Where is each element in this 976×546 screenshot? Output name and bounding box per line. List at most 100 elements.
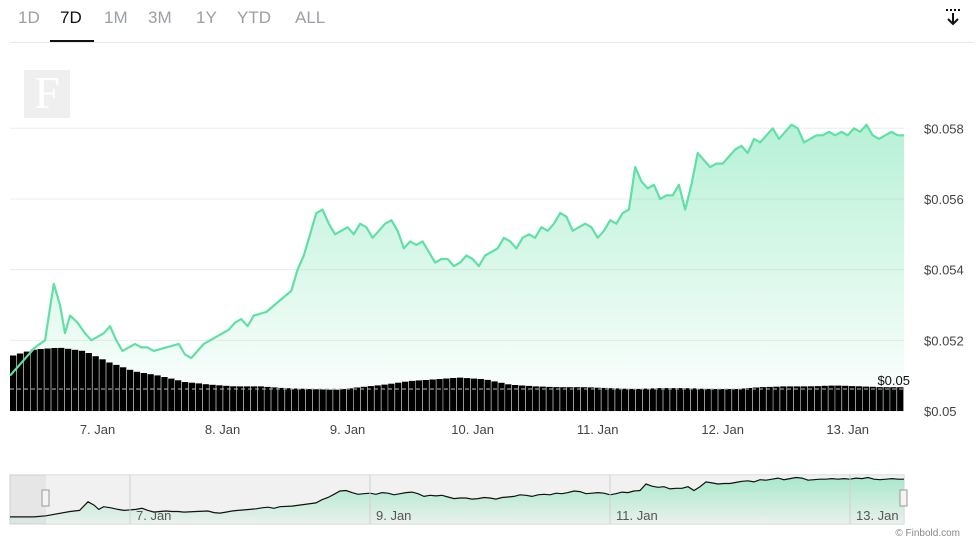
volume-bar	[677, 388, 684, 411]
volume-bar	[794, 386, 801, 411]
volume-bar	[683, 388, 691, 411]
volume-bar	[787, 386, 794, 411]
volume-bar	[890, 387, 897, 411]
volume-bar	[395, 382, 402, 411]
volume-bar	[216, 385, 223, 411]
volume-bar	[140, 373, 147, 411]
volume-bar	[271, 387, 278, 411]
volume-bar	[374, 385, 381, 411]
volume-bar	[690, 388, 698, 411]
download-icon[interactable]	[942, 6, 964, 28]
volume-bar	[883, 387, 890, 411]
volume-bar	[278, 387, 285, 411]
volume-bar	[498, 382, 505, 411]
volume-bar	[236, 386, 244, 411]
y-tick-label: $0.052	[924, 333, 964, 348]
volume-bar	[567, 387, 574, 411]
volume-bar	[773, 386, 780, 411]
tab-3m[interactable]: 3M	[148, 8, 172, 27]
volume-bar	[491, 381, 498, 411]
navigator-handle-right[interactable]	[899, 489, 908, 507]
tab-all[interactable]: ALL	[295, 8, 326, 27]
volume-bar	[292, 388, 299, 411]
navigator-tick-label: 9. Jan	[376, 508, 411, 523]
volume-bar	[532, 386, 539, 411]
logo-letter: F	[34, 67, 60, 118]
volume-bar	[553, 387, 560, 411]
volume-bar	[780, 386, 787, 411]
finbold-logo: F	[24, 67, 70, 118]
navigator-area	[10, 477, 904, 524]
volume-bar	[381, 384, 388, 411]
volume-bar	[855, 386, 863, 411]
volume-bar	[85, 353, 92, 411]
volume-bar	[51, 348, 58, 411]
volume-bar	[340, 389, 347, 411]
volume-bar	[202, 384, 209, 411]
volume-bar	[415, 380, 422, 411]
volume-bar	[697, 388, 704, 411]
volume-bar	[587, 387, 594, 411]
y-tick-label: $0.05	[924, 404, 957, 419]
source-credit: © Finbold.com	[895, 528, 960, 539]
volume-bar	[99, 359, 106, 411]
tab-1y[interactable]: 1Y	[196, 8, 217, 27]
navigator-tick-label: 13. Jan	[856, 508, 899, 523]
volume-bar	[732, 389, 739, 411]
navigator-tick-label: 7. Jan	[136, 508, 171, 523]
volume-bar	[44, 348, 51, 411]
volume-bar	[594, 387, 601, 411]
volume-bar	[842, 385, 849, 411]
x-tick-label: 12. Jan	[701, 422, 744, 437]
navigator-handle-left[interactable]	[41, 489, 50, 507]
volume-bar	[470, 378, 478, 411]
tab-7d[interactable]: 7D	[60, 8, 82, 27]
volume-bar	[209, 384, 216, 411]
volume-bar	[16, 353, 24, 411]
volume-bar	[525, 385, 533, 411]
x-tick-label: 8. Jan	[205, 422, 240, 437]
volume-bar	[477, 379, 484, 411]
volume-bar	[739, 388, 746, 411]
volume-bar	[670, 388, 677, 411]
volume-bar	[807, 386, 814, 411]
tab-1m[interactable]: 1M	[104, 8, 128, 27]
volume-bar	[745, 388, 753, 411]
volume-bar	[704, 388, 711, 411]
volume-bar	[388, 383, 395, 411]
volume-bar	[711, 389, 718, 411]
volume-bar	[821, 385, 828, 411]
price-line	[9, 123, 904, 377]
volume-bar	[635, 388, 643, 411]
volume-bar	[326, 389, 333, 411]
volume-bar	[573, 387, 581, 411]
volume-bar	[649, 388, 656, 411]
volume-bar	[181, 382, 189, 411]
tab-ytd[interactable]: YTD	[237, 8, 271, 27]
tab-1d[interactable]: 1D	[18, 8, 40, 27]
volume-bar	[154, 375, 161, 411]
volume-bar	[601, 387, 608, 411]
volume-bar	[642, 388, 649, 411]
price-area	[10, 124, 904, 411]
volume-bar	[622, 388, 629, 411]
volume-bar	[429, 379, 436, 411]
y-tick-label: $0.056	[924, 192, 964, 207]
volume-bar	[333, 389, 340, 411]
volume-bar	[402, 381, 409, 411]
current-price-label: $0.05	[877, 373, 910, 388]
volume-bar	[869, 386, 876, 411]
y-tick-label: $0.058	[924, 121, 964, 136]
volume-bar	[443, 378, 450, 411]
volume-bar	[347, 388, 354, 411]
volume-bar	[849, 386, 856, 411]
volume-bar	[78, 350, 86, 411]
x-tick-label: 10. Jan	[451, 422, 494, 437]
volume-bar	[285, 388, 292, 411]
navigator-line	[10, 476, 904, 518]
volume-bar	[23, 351, 31, 411]
volume-bar	[897, 387, 904, 411]
volume-bar	[312, 389, 319, 411]
volume-bar	[305, 389, 312, 411]
volume-bar	[718, 389, 725, 411]
